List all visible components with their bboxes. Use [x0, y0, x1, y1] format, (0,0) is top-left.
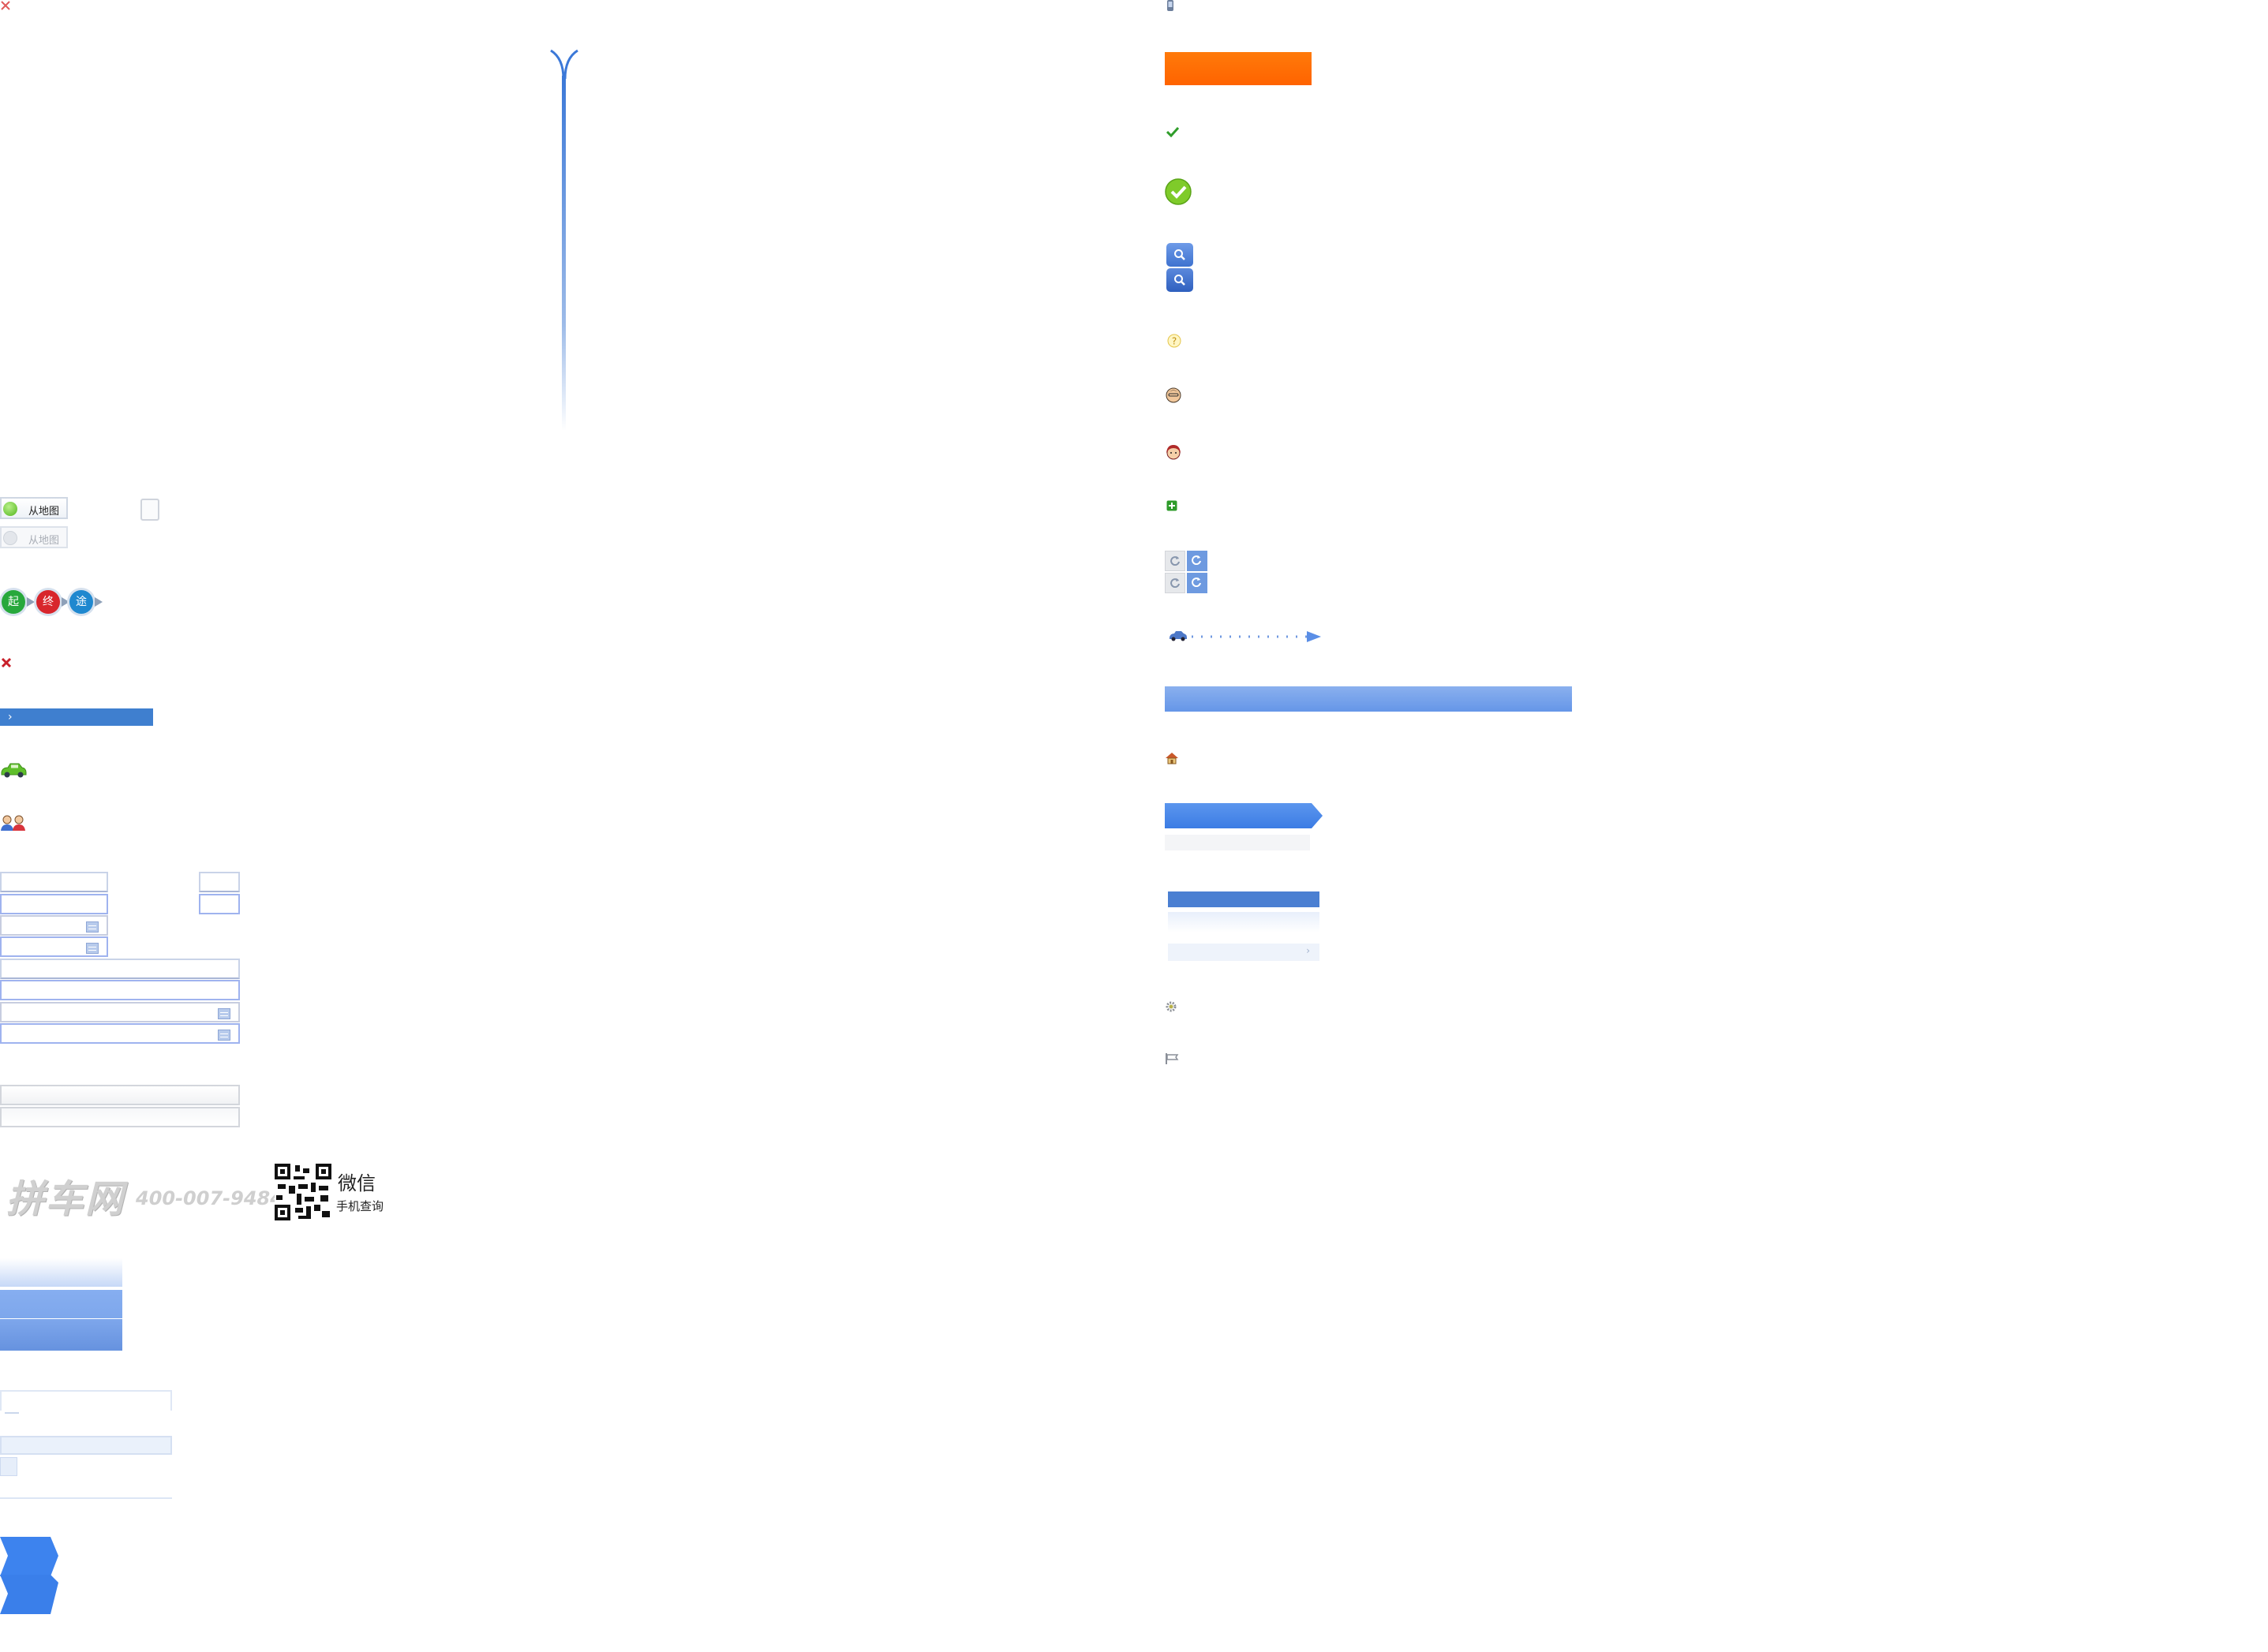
from-map-button-disabled[interactable]: 从地图 — [0, 526, 68, 548]
date-field-small[interactable] — [0, 915, 108, 936]
wechat-subtitle: 手机查询 — [336, 1199, 384, 1213]
text-field-mini[interactable] — [199, 872, 240, 892]
refresh-icon — [1170, 556, 1180, 566]
brand-text: 拼车网 — [6, 1177, 125, 1221]
brand-logo: 拼车网 — [6, 1168, 125, 1223]
search-button[interactable] — [1166, 243, 1193, 267]
svg-text:?: ? — [1172, 336, 1177, 347]
from-map-label: 从地图 — [28, 535, 60, 547]
search-icon — [1174, 249, 1185, 260]
tab-bg-light — [0, 1258, 122, 1287]
chevron-right-icon: › — [1306, 945, 1310, 956]
gear-icon[interactable] — [1165, 1000, 1177, 1013]
add-icon[interactable] — [1166, 500, 1177, 511]
panel-corner — [0, 1457, 17, 1476]
text-field-wide[interactable] — [0, 959, 240, 979]
ribbon-tab-active[interactable] — [0, 1575, 58, 1614]
hotline-number: 400-007-9484 — [136, 1187, 283, 1209]
blank-checkbox[interactable] — [140, 499, 159, 521]
date-field-small-focus[interactable] — [0, 936, 108, 957]
car-icon — [1, 763, 27, 778]
calendar-icon[interactable] — [218, 1030, 230, 1041]
map-pin-icon — [3, 531, 17, 545]
map-pin-icon — [3, 502, 17, 516]
header-bar-bg — [1165, 686, 1572, 712]
people-icon — [1, 815, 25, 831]
panel-dash — [5, 1412, 19, 1414]
panel-border-top — [0, 1390, 172, 1411]
arrow-banner[interactable] — [1165, 803, 1323, 828]
help-icon[interactable]: ? — [1166, 333, 1182, 349]
ribbon-tab[interactable] — [0, 1537, 58, 1576]
refresh-sprite-grid — [1165, 551, 1211, 593]
remove-icon[interactable] — [0, 656, 13, 669]
tab-bg-hover — [0, 1290, 122, 1318]
text-field-small[interactable] — [0, 872, 108, 892]
refresh-icon — [1192, 577, 1201, 587]
search-icon — [1174, 275, 1185, 286]
close-icon[interactable] — [0, 0, 11, 11]
refresh-icon — [1192, 555, 1201, 565]
refresh-button-active[interactable] — [1187, 573, 1207, 593]
blue-expand-bar[interactable]: › — [0, 708, 153, 726]
list-header-fade — [1168, 912, 1319, 933]
date-field-wide[interactable] — [0, 1002, 240, 1022]
select-field-wide-alt[interactable] — [0, 1107, 240, 1127]
select-field-wide[interactable] — [0, 1085, 240, 1105]
male-avatar-icon — [1166, 387, 1181, 403]
route-progress-indicator — [1170, 631, 1321, 642]
chevron-right-icon: › — [8, 711, 13, 723]
refresh-button-active[interactable] — [1187, 551, 1207, 571]
wechat-title: 微信 — [338, 1172, 376, 1194]
panel-divider — [0, 1497, 172, 1499]
female-avatar-icon — [1166, 445, 1181, 460]
marker-tail — [62, 597, 69, 607]
from-map-button[interactable]: 从地图 — [0, 497, 68, 519]
refresh-button[interactable] — [1165, 573, 1185, 593]
text-field-small-focus[interactable] — [0, 894, 108, 914]
check-icon — [1166, 126, 1179, 137]
calendar-icon[interactable] — [218, 1008, 230, 1019]
calendar-icon[interactable] — [86, 921, 99, 933]
house-icon — [1166, 753, 1178, 764]
flag-icon — [1166, 1053, 1179, 1064]
start-marker: 起 — [2, 590, 25, 614]
search-button-hover[interactable] — [1166, 268, 1193, 292]
refresh-icon — [1170, 578, 1180, 588]
via-marker: 途 — [69, 590, 93, 614]
phone-icon — [1167, 0, 1173, 11]
date-field-wide-focus[interactable] — [0, 1023, 240, 1044]
vertical-divider-line — [550, 49, 578, 431]
refresh-button[interactable] — [1165, 551, 1185, 571]
from-map-label: 从地图 — [28, 506, 60, 518]
text-field-mini-focus[interactable] — [199, 894, 240, 914]
marker-tail — [27, 597, 35, 607]
list-header-bar — [1168, 891, 1319, 907]
calendar-icon[interactable] — [86, 943, 99, 954]
check-circle-icon — [1165, 178, 1192, 205]
tab-bg-active — [0, 1319, 122, 1351]
marker-tail — [95, 597, 103, 607]
orange-button-bg[interactable] — [1165, 52, 1312, 85]
panel-row-highlight — [0, 1436, 172, 1455]
wechat-qr-code — [275, 1164, 331, 1220]
end-marker: 终 — [36, 590, 60, 614]
list-row-collapsed[interactable]: › — [1168, 944, 1319, 961]
text-field-wide-focus[interactable] — [0, 980, 240, 1000]
arrow-banner-shadow — [1165, 835, 1310, 850]
